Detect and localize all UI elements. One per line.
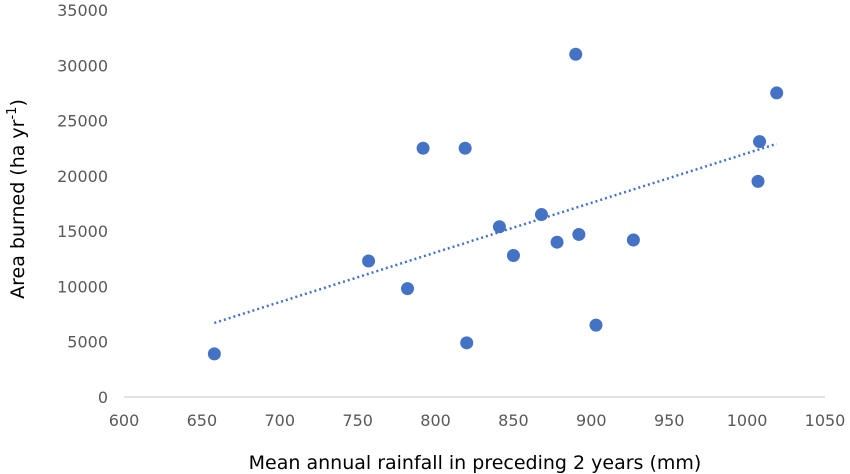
data-point (534, 208, 548, 222)
data-point (589, 318, 603, 332)
y-tick-label: 30000 (57, 56, 108, 75)
y-tick-label: 20000 (57, 167, 108, 186)
x-tick-label: 700 (265, 411, 296, 430)
data-point (751, 174, 765, 188)
y-axis-title: Area burned (ha yr-1) (5, 99, 29, 299)
data-point (572, 227, 586, 241)
trendline (213, 142, 778, 325)
x-tick-label: 850 (498, 411, 529, 430)
x-tick-label: 750 (342, 411, 373, 430)
data-point (460, 336, 474, 350)
data-point (416, 141, 430, 155)
data-points (207, 47, 784, 361)
data-point (569, 47, 583, 61)
y-tick-label: 15000 (57, 222, 108, 241)
y-tick-label: 25000 (57, 112, 108, 131)
y-tick-label: 5000 (67, 333, 108, 352)
data-point (458, 141, 472, 155)
data-point (207, 347, 221, 361)
data-point (506, 248, 520, 262)
x-axis-title: Mean annual rainfall in preceding 2 year… (249, 452, 702, 474)
data-point (492, 220, 506, 234)
y-axis-title-main: Area burned (ha yr (7, 119, 29, 299)
data-point (626, 233, 640, 247)
x-tick-label: 650 (187, 411, 218, 430)
data-point (401, 282, 415, 296)
tick-labels: 600 650 700 750 800 850 900 950 1000 1050 0 5000 100… (57, 1, 845, 430)
x-tick-label: 600 (109, 411, 140, 430)
x-tick-label: 1000 (727, 411, 768, 430)
y-tick-label: 10000 (57, 277, 108, 296)
x-tick-label: 900 (576, 411, 607, 430)
y-axis-title-end: ) (7, 99, 29, 106)
x-tick-label: 1050 (805, 411, 846, 430)
data-point (550, 235, 564, 249)
data-point (362, 254, 376, 268)
y-tick-label: 0 (98, 388, 108, 407)
data-point (753, 135, 767, 149)
data-point (770, 86, 784, 100)
x-tick-label: 800 (420, 411, 451, 430)
x-tick-label: 950 (654, 411, 685, 430)
y-axis-title-superscript: -1 (5, 107, 20, 120)
y-tick-label: 35000 (57, 1, 108, 20)
